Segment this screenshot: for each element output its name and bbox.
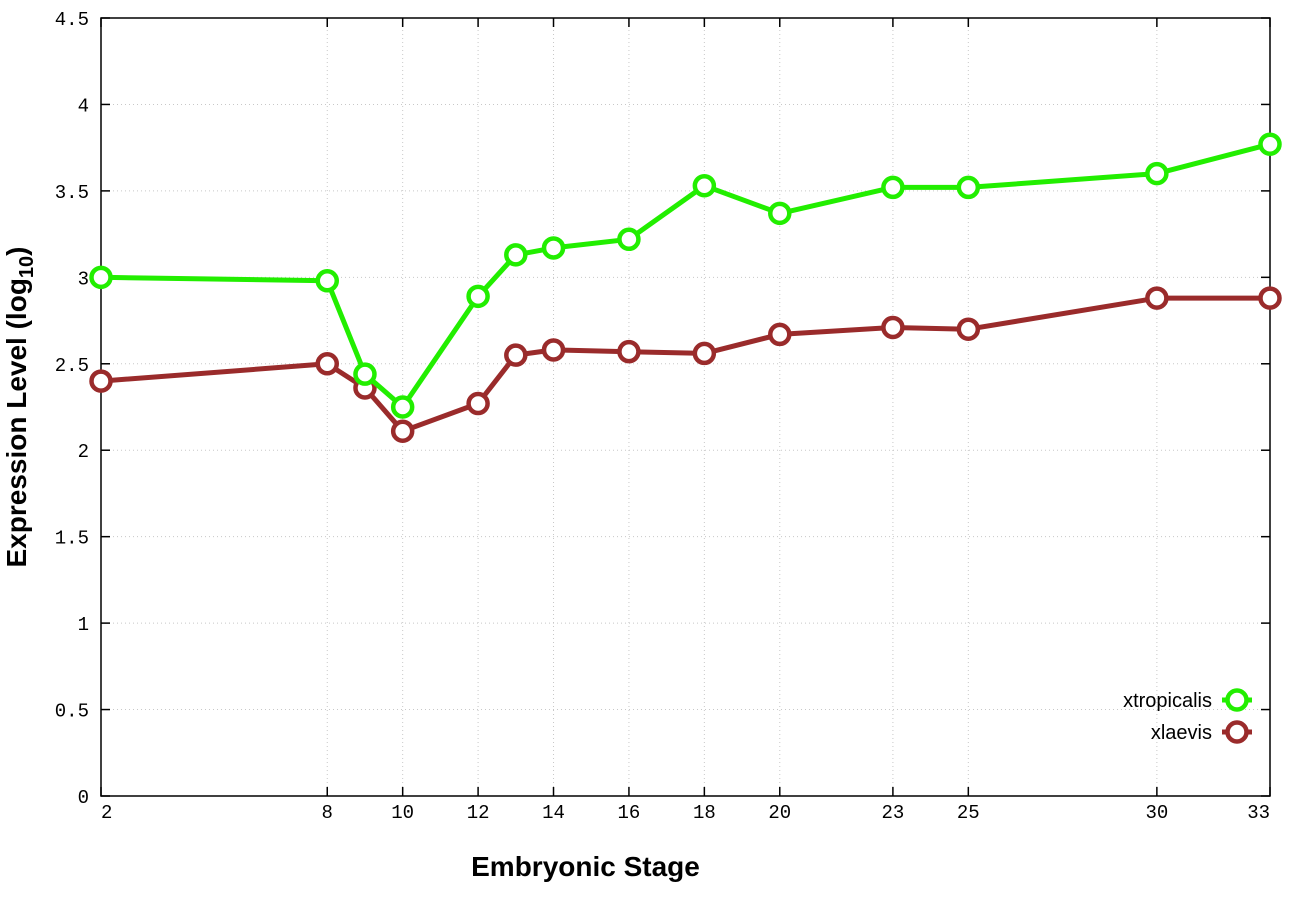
x-tick-label: 16 bbox=[618, 802, 641, 824]
x-tick-label: 8 bbox=[322, 802, 333, 824]
data-series bbox=[89, 132, 1282, 443]
data-point bbox=[353, 362, 377, 386]
data-point bbox=[541, 338, 566, 362]
x-tick-label: 10 bbox=[391, 802, 414, 824]
data-point bbox=[956, 175, 981, 200]
data-point bbox=[466, 391, 490, 416]
legend-label: xlaevis bbox=[1151, 722, 1212, 744]
legend-item: xtropicalis bbox=[1123, 688, 1252, 712]
data-point bbox=[1145, 286, 1169, 310]
legend-marker bbox=[1225, 688, 1249, 712]
y-tick-label: 3 bbox=[78, 268, 89, 290]
data-point bbox=[541, 236, 566, 260]
data-point bbox=[89, 369, 113, 393]
legend-item: xlaevis bbox=[1151, 720, 1252, 744]
x-axis-title: Embryonic Stage bbox=[471, 851, 700, 882]
x-tick-label: 20 bbox=[768, 802, 791, 824]
data-point bbox=[390, 395, 415, 419]
legend-marker bbox=[1225, 720, 1249, 744]
x-tick-label: 12 bbox=[467, 802, 490, 824]
y-axis-title: Expression Level (log10) bbox=[1, 247, 38, 568]
y-axis-title-close: ) bbox=[1, 247, 32, 256]
data-point bbox=[390, 419, 415, 443]
y-tick-label: 4 bbox=[78, 95, 89, 117]
series-xtropicalis bbox=[89, 132, 1282, 419]
y-axis-title-main: Expression Level (log bbox=[1, 278, 32, 567]
y-tick-label: 0.5 bbox=[55, 701, 89, 723]
x-tick-label: 2 bbox=[101, 802, 112, 824]
axis-ticks: 0 0.5 1 1.5 2 2.5 3 3.5 4 4.5 2 8 10 12 14 16 18 20 23 25 30… bbox=[55, 9, 1271, 824]
data-point bbox=[881, 175, 905, 200]
data-point bbox=[315, 269, 340, 293]
data-point bbox=[315, 352, 340, 376]
data-point bbox=[956, 317, 981, 341]
y-tick-label: 2 bbox=[78, 441, 89, 463]
data-point bbox=[692, 173, 717, 198]
y-tick-label: 1 bbox=[78, 614, 89, 636]
data-point bbox=[504, 343, 528, 367]
plot-frame bbox=[100, 17, 1271, 797]
data-point bbox=[466, 284, 490, 309]
x-tick-label: 18 bbox=[693, 802, 716, 824]
data-point bbox=[768, 201, 792, 226]
x-tick-label: 33 bbox=[1247, 802, 1270, 824]
data-point bbox=[881, 315, 905, 340]
data-point bbox=[1258, 132, 1282, 156]
y-tick-label: 3.5 bbox=[55, 182, 89, 204]
y-tick-label: 4.5 bbox=[55, 9, 89, 31]
data-point bbox=[1258, 286, 1282, 310]
legend-label: xtropicalis bbox=[1123, 690, 1212, 712]
data-point bbox=[692, 341, 717, 366]
y-tick-label: 2.5 bbox=[55, 355, 89, 377]
y-tick-label: 0 bbox=[78, 787, 89, 809]
x-tick-label: 25 bbox=[957, 802, 980, 824]
x-tick-label: 23 bbox=[881, 802, 904, 824]
x-tick-label: 14 bbox=[542, 802, 565, 824]
data-point bbox=[1145, 161, 1169, 186]
data-point bbox=[89, 265, 113, 290]
y-axis-title-subscript: 10 bbox=[16, 256, 38, 278]
data-point bbox=[617, 227, 641, 252]
data-point bbox=[617, 339, 641, 364]
grid-lines bbox=[101, 18, 1270, 796]
y-tick-label: 1.5 bbox=[55, 528, 89, 550]
data-point bbox=[768, 322, 792, 347]
data-point bbox=[504, 243, 528, 267]
x-tick-label: 30 bbox=[1145, 802, 1168, 824]
legend: xtropicalis xlaevis bbox=[1123, 688, 1252, 744]
series-xlaevis bbox=[89, 286, 1282, 443]
